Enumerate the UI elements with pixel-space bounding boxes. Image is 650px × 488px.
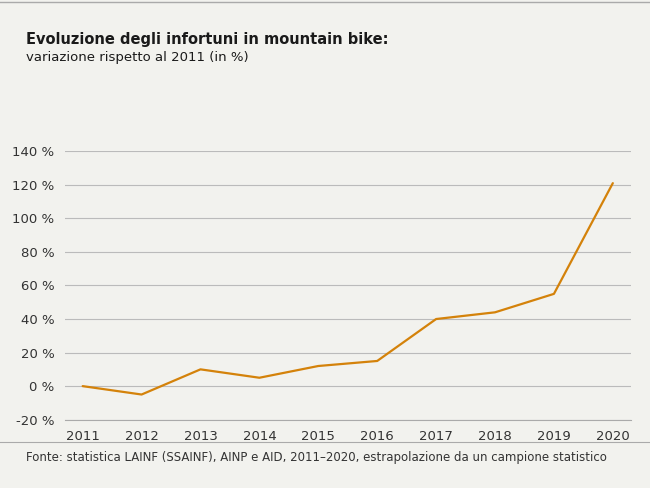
Text: Evoluzione degli infortuni in mountain bike:: Evoluzione degli infortuni in mountain b…	[26, 32, 389, 47]
Text: Fonte: statistica LAINF (SSAINF), AINP e AID, 2011–2020, estrapolazione da un ca: Fonte: statistica LAINF (SSAINF), AINP e…	[26, 451, 607, 465]
Text: variazione rispetto al 2011 (in %): variazione rispetto al 2011 (in %)	[26, 51, 248, 64]
